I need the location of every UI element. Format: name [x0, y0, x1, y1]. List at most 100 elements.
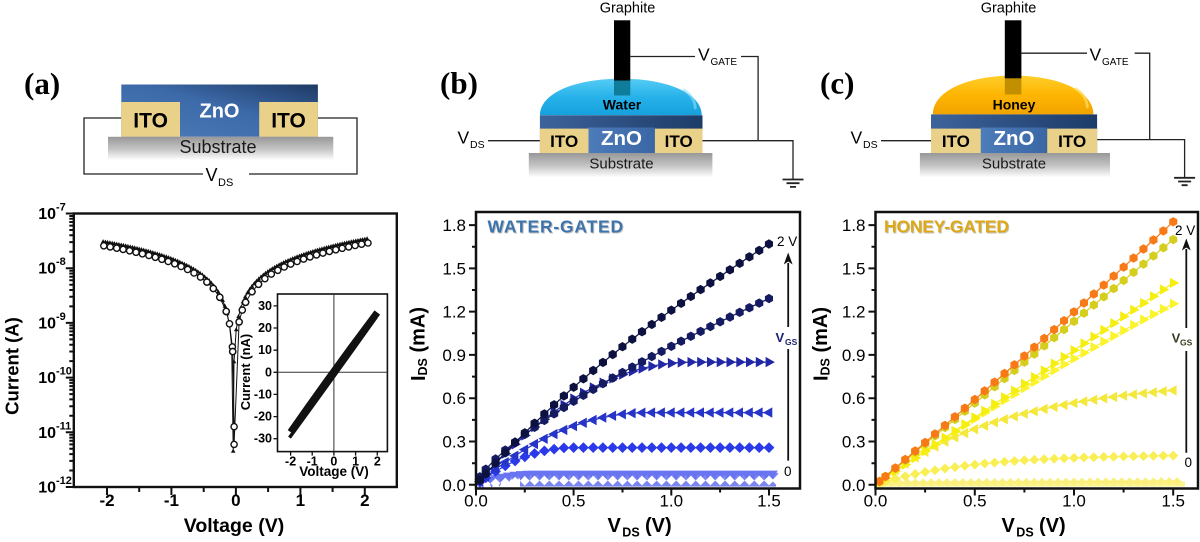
- svg-text:-30: -30: [254, 432, 272, 446]
- svg-text:1.5: 1.5: [757, 492, 781, 511]
- svg-text:V: V: [458, 128, 470, 148]
- svg-text:-20: -20: [254, 410, 272, 424]
- svg-text:0.6: 0.6: [842, 389, 866, 408]
- svg-text:ITO: ITO: [665, 132, 693, 151]
- svg-text:Current (A): Current (A): [1, 317, 22, 415]
- svg-text:Voltage (V): Voltage (V): [184, 515, 284, 537]
- svg-text:2: 2: [374, 455, 381, 469]
- svg-text:1: 1: [352, 455, 359, 469]
- svg-text:Voltage (V): Voltage (V): [299, 464, 369, 479]
- svg-text:-10: -10: [56, 366, 72, 378]
- svg-text:0.9: 0.9: [842, 346, 866, 365]
- svg-text:(b): (b): [440, 66, 478, 101]
- svg-text:10: 10: [38, 425, 56, 442]
- svg-text:0: 0: [265, 365, 272, 379]
- svg-text:1.2: 1.2: [442, 303, 466, 322]
- svg-text:(V): (V): [645, 515, 672, 537]
- svg-text:10: 10: [38, 206, 56, 223]
- svg-text:V: V: [206, 165, 218, 185]
- svg-text:ITO: ITO: [550, 132, 578, 151]
- svg-text:Substrate: Substrate: [179, 137, 256, 157]
- svg-text:2: 2: [360, 491, 369, 510]
- svg-text:0.3: 0.3: [442, 433, 466, 452]
- svg-text:GATE: GATE: [1102, 57, 1129, 68]
- svg-text:1.5: 1.5: [842, 259, 866, 278]
- svg-text:0: 0: [1185, 455, 1193, 470]
- svg-text:1.8: 1.8: [442, 216, 466, 235]
- svg-text:0.5: 0.5: [562, 492, 586, 511]
- svg-text:ITO: ITO: [1058, 132, 1086, 151]
- svg-text:V: V: [1090, 45, 1102, 65]
- svg-text:Substrate: Substrate: [982, 156, 1046, 173]
- svg-text:GATE: GATE: [711, 57, 738, 68]
- svg-text:-8: -8: [56, 256, 66, 268]
- svg-text:(c): (c): [820, 66, 854, 101]
- svg-text:DS: DS: [622, 526, 639, 540]
- svg-text:(V): (V): [1039, 515, 1066, 537]
- svg-text:ITO: ITO: [271, 110, 306, 133]
- svg-text:Current (nA): Current (nA): [238, 334, 253, 411]
- svg-text:0: 0: [784, 464, 792, 479]
- svg-text:2 V: 2 V: [1175, 223, 1195, 238]
- svg-text:DS: DS: [863, 139, 878, 151]
- svg-text:0.6: 0.6: [442, 389, 466, 408]
- svg-text:WATER-GATED: WATER-GATED: [488, 217, 624, 237]
- svg-text:-11: -11: [56, 420, 71, 432]
- svg-text:ITO: ITO: [942, 132, 970, 151]
- svg-text:(a): (a): [24, 66, 60, 101]
- svg-text:10: 10: [38, 370, 56, 387]
- svg-text:20: 20: [258, 321, 272, 335]
- svg-text:GS: GS: [1180, 338, 1193, 348]
- svg-text:WATER-GATED: WATER-GATED: [489, 218, 625, 238]
- svg-text:30: 30: [258, 299, 272, 313]
- svg-text:10: 10: [38, 315, 56, 332]
- svg-text:Water: Water: [603, 96, 642, 112]
- svg-text:0: 0: [231, 491, 240, 510]
- svg-text:Graphite: Graphite: [981, 1, 1037, 17]
- svg-text:V: V: [1002, 515, 1016, 537]
- svg-text:V: V: [851, 128, 863, 148]
- svg-text:-1: -1: [307, 455, 318, 469]
- svg-text:-9: -9: [56, 311, 66, 323]
- svg-text:0.3: 0.3: [842, 433, 866, 452]
- svg-text:1.5: 1.5: [442, 259, 466, 278]
- svg-text:HONEY-GATED: HONEY-GATED: [885, 218, 1010, 238]
- svg-text:0.0: 0.0: [464, 492, 488, 511]
- svg-text:-2: -2: [285, 455, 296, 469]
- svg-text:0.0: 0.0: [864, 492, 888, 511]
- svg-text:V: V: [1172, 331, 1181, 346]
- svg-text:10: 10: [38, 480, 56, 497]
- svg-text:1.2: 1.2: [842, 303, 866, 322]
- svg-text:1: 1: [296, 491, 305, 510]
- svg-text:Graphite: Graphite: [600, 1, 656, 17]
- svg-text:DS: DS: [470, 139, 485, 151]
- svg-text:-2: -2: [99, 491, 114, 510]
- svg-text:IDS (mA): IDS (mA): [408, 307, 431, 381]
- svg-text:2 V: 2 V: [777, 234, 797, 249]
- svg-text:DS: DS: [1016, 526, 1033, 540]
- svg-text:ZnO: ZnO: [994, 127, 1035, 150]
- svg-text:1.8: 1.8: [842, 216, 866, 235]
- svg-text:0.0: 0.0: [842, 476, 866, 495]
- svg-text:Honey: Honey: [993, 96, 1036, 112]
- svg-text:0: 0: [330, 455, 337, 469]
- svg-text:-12: -12: [56, 475, 72, 487]
- svg-text:10: 10: [258, 343, 272, 357]
- svg-text:IDS (mA): IDS (mA): [810, 307, 833, 381]
- svg-text:1.0: 1.0: [1062, 492, 1086, 511]
- svg-text:HONEY-GATED: HONEY-GATED: [884, 217, 1009, 237]
- svg-text:10: 10: [38, 261, 56, 278]
- svg-text:ZnO: ZnO: [200, 101, 240, 123]
- svg-text:1.5: 1.5: [1161, 492, 1185, 511]
- svg-text:-1: -1: [164, 491, 179, 510]
- svg-text:V: V: [608, 515, 622, 537]
- svg-text:0.0: 0.0: [442, 476, 466, 495]
- svg-text:ITO: ITO: [133, 110, 168, 133]
- svg-text:0.9: 0.9: [442, 346, 466, 365]
- svg-text:GS: GS: [785, 337, 798, 347]
- svg-text:DS: DS: [218, 177, 233, 189]
- svg-text:V: V: [776, 330, 785, 345]
- svg-text:Substrate: Substrate: [589, 156, 653, 173]
- svg-text:0.5: 0.5: [963, 492, 987, 511]
- svg-text:ZnO: ZnO: [601, 127, 642, 150]
